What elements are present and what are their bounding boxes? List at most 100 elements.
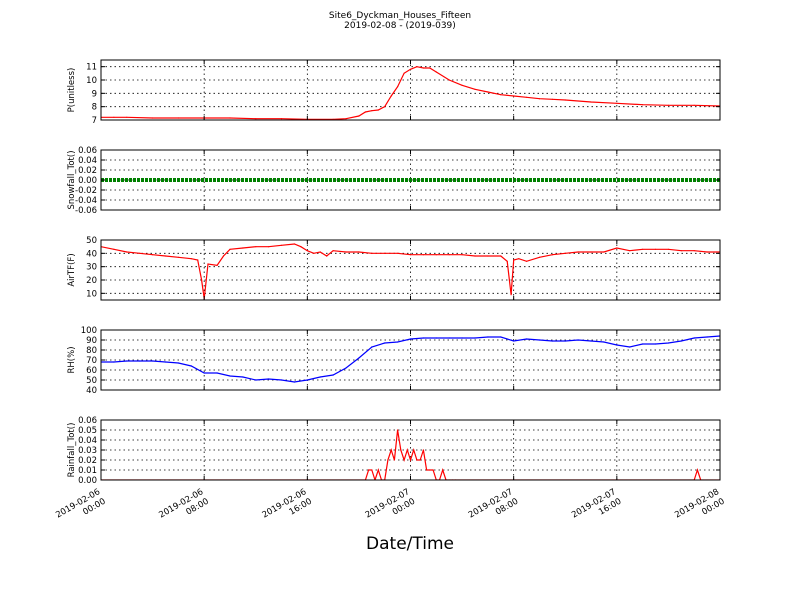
y-tick-label: 50 bbox=[86, 376, 97, 386]
data-point bbox=[164, 255, 167, 257]
y-tick-label: 0.00 bbox=[78, 476, 97, 486]
data-point bbox=[680, 250, 682, 252]
data-point bbox=[164, 361, 167, 363]
data-point bbox=[332, 250, 334, 252]
data-point bbox=[654, 343, 657, 345]
data-point bbox=[680, 340, 682, 342]
data-point bbox=[368, 469, 370, 471]
y-tick-label: 0.00 bbox=[78, 176, 97, 186]
data-point bbox=[207, 263, 209, 265]
data-point bbox=[474, 337, 476, 339]
data-point bbox=[416, 459, 418, 461]
data-point bbox=[377, 109, 379, 111]
data-point bbox=[255, 246, 257, 248]
data-point bbox=[422, 67, 424, 69]
data-point bbox=[177, 256, 179, 258]
y-tick-label: 0.01 bbox=[78, 466, 97, 476]
data-point bbox=[406, 449, 408, 451]
data-point bbox=[371, 469, 373, 471]
panel-5: 0.000.010.020.030.040.050.06Rainfall_Tot… bbox=[67, 416, 721, 486]
data-point bbox=[422, 449, 424, 451]
data-point bbox=[255, 118, 257, 120]
data-point bbox=[642, 343, 644, 345]
data-point bbox=[461, 254, 463, 256]
data-point bbox=[113, 361, 115, 363]
data-point bbox=[400, 449, 402, 451]
chart-subtitle: 2019-02-08 - (2019-039) bbox=[344, 21, 456, 31]
data-point bbox=[280, 379, 283, 381]
data-point bbox=[306, 379, 308, 381]
data-point bbox=[126, 116, 128, 118]
y-tick-label: 11 bbox=[86, 63, 97, 73]
data-point bbox=[506, 260, 508, 262]
data-point bbox=[577, 339, 579, 341]
data-point bbox=[510, 294, 512, 296]
data-point bbox=[268, 378, 270, 380]
data-point bbox=[280, 118, 283, 120]
data-point bbox=[113, 116, 115, 118]
data-point bbox=[222, 255, 225, 257]
data-point bbox=[642, 104, 644, 106]
data-point bbox=[197, 259, 199, 261]
data-point bbox=[201, 279, 203, 281]
data-point bbox=[216, 372, 218, 374]
y-axis-label: AirTF(F) bbox=[67, 253, 77, 286]
x-axis-label: Date/Time bbox=[366, 534, 454, 554]
data-point bbox=[603, 251, 605, 253]
data-point bbox=[397, 341, 399, 343]
data-point bbox=[152, 117, 154, 119]
data-point bbox=[416, 66, 418, 68]
data-point bbox=[629, 250, 631, 252]
panel-3: 10 20 30 40 50 AirTF(F) bbox=[67, 236, 721, 301]
y-tick-label: 10 bbox=[86, 76, 97, 86]
data-point bbox=[358, 251, 360, 253]
data-point bbox=[442, 469, 444, 471]
data-point bbox=[319, 376, 321, 378]
data-point bbox=[551, 340, 554, 342]
data-point bbox=[667, 248, 670, 250]
y-tick-label: 0.02 bbox=[78, 456, 97, 466]
data-point bbox=[616, 247, 618, 249]
data-point bbox=[419, 459, 421, 461]
data-point bbox=[345, 367, 347, 369]
data-point bbox=[448, 337, 450, 339]
data-point bbox=[371, 346, 373, 348]
y-tick-label: -0.06 bbox=[75, 206, 97, 216]
y-tick-label: 90 bbox=[86, 336, 97, 346]
data-point bbox=[280, 244, 283, 246]
data-point bbox=[126, 360, 128, 362]
data-point bbox=[203, 372, 205, 374]
data-point bbox=[500, 255, 502, 257]
y-axis-label: P(unitless) bbox=[67, 68, 77, 113]
data-point bbox=[693, 104, 695, 106]
data-point bbox=[474, 88, 476, 90]
data-point bbox=[390, 449, 392, 451]
data-point bbox=[371, 110, 373, 112]
data-point bbox=[693, 337, 695, 339]
data-point bbox=[526, 260, 528, 262]
data-point bbox=[242, 247, 244, 249]
data-point bbox=[152, 360, 154, 362]
y-tick-label: 50 bbox=[86, 236, 97, 246]
data-point bbox=[564, 340, 566, 342]
y-tick-label: 0.06 bbox=[78, 416, 97, 426]
data-point bbox=[538, 339, 541, 341]
data-point bbox=[461, 337, 463, 339]
data-point bbox=[500, 336, 502, 338]
data-point bbox=[551, 98, 554, 100]
data-point bbox=[319, 251, 321, 253]
y-tick-label: 8 bbox=[92, 103, 97, 113]
data-point bbox=[358, 357, 360, 359]
data-point bbox=[300, 246, 302, 248]
data-point bbox=[564, 99, 566, 101]
data-point bbox=[313, 252, 315, 254]
data-point bbox=[538, 98, 541, 100]
data-point bbox=[667, 104, 670, 106]
data-point bbox=[603, 341, 605, 343]
data-point bbox=[332, 374, 334, 376]
y-tick-label: 40 bbox=[86, 386, 97, 396]
